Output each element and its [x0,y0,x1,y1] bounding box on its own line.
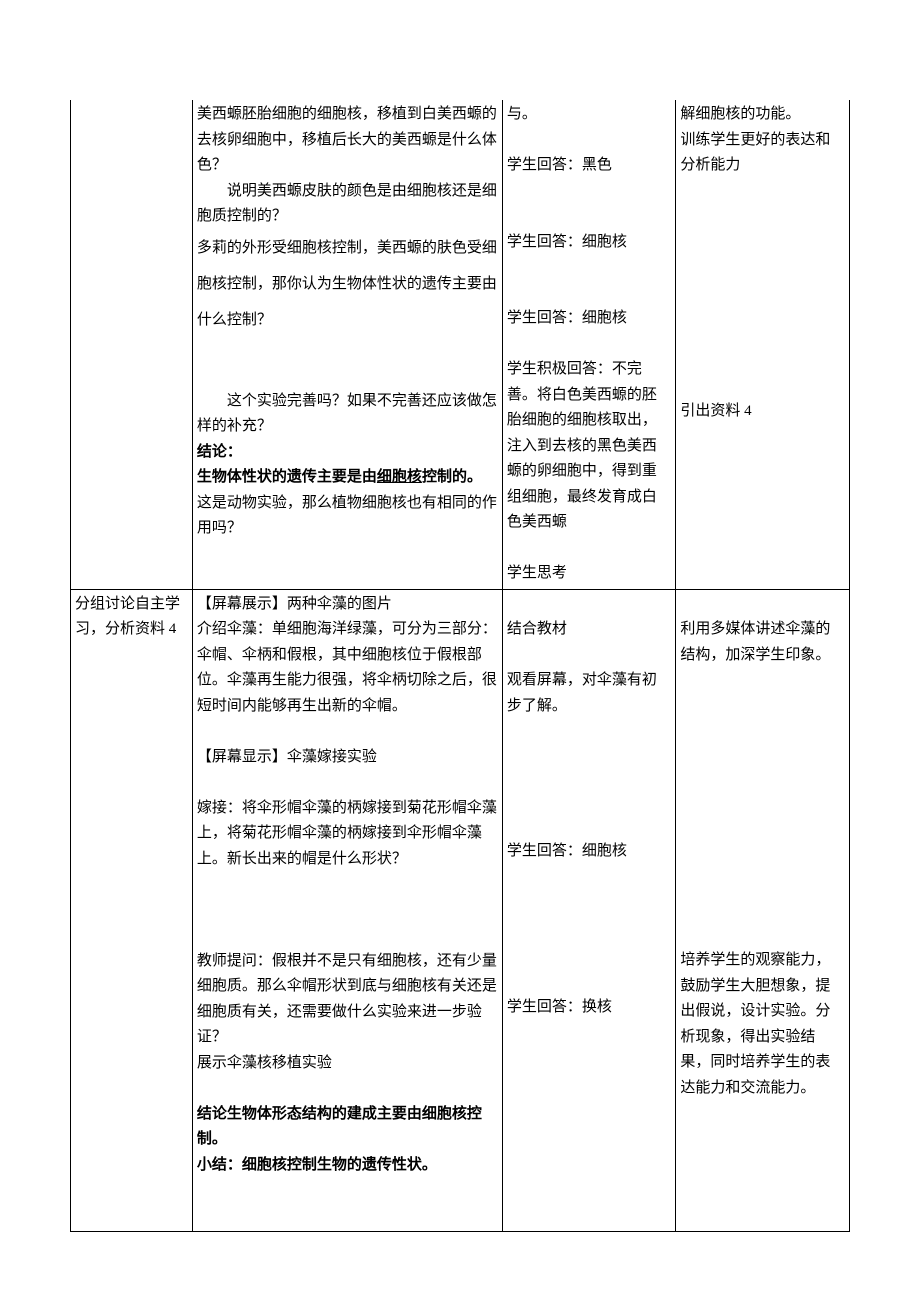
text: 介绍伞藻：单细胞海洋绿藻，可分为三部分：伞帽、伞柄和假根，其中细胞核位于假根部位… [197,617,498,719]
text: 训练学生更好的表达和分析能力 [680,128,845,179]
text: 学生回答：黑色 [507,153,672,179]
text: 这是动物实验，那么植物细胞核也有相同的作用吗？ [197,491,498,542]
text: 结合教材 [507,617,672,643]
text: 说明美西螈皮肤的颜色是由细胞核还是细胞质控制的？ [197,179,498,230]
cell-design-intent: 利用多媒体讲述伞藻的结构，加深学生印象。 培养学生的观察能力，鼓励学生大胆想象，… [676,589,850,1232]
cell-stage [71,100,193,589]
text: 美西螈胚胎细胞的细胞核，移植到白美西螈的去核卵细胞中，移植后长大的美西螈是什么体… [197,106,497,173]
document-page: 美西螈胚胎细胞的细胞核，移植到白美西螈的去核卵细胞中，移植后长大的美西螈是什么体… [0,0,920,1292]
text: 培养学生的观察能力，鼓励学生大胆想象，提出假说，设计实验。分析现象，得出实验结果… [680,948,845,1101]
text: 多莉的外形受细胞核控制，美西螈的肤色受细胞核控制，那你认为生物体性状的遗传主要由… [197,240,497,328]
text: 引出资料 4 [680,399,845,425]
text: 学生回答：换核 [507,995,672,1021]
text: 学生回答：细胞核 [507,839,672,865]
text: 观看屏幕，对伞藻有初步了解。 [507,668,672,719]
text: 利用多媒体讲述伞藻的结构，加深学生印象。 [680,617,845,668]
cell-student-activity: 结合教材 观看屏幕，对伞藻有初步了解。 学生回答：细胞核 学生回答：换核 [502,589,676,1232]
summary-text: 小结：细胞核控制生物的遗传性状。 [197,1153,498,1179]
cell-teacher-activity: 【屏幕展示】两种伞藻的图片 介绍伞藻：单细胞海洋绿藻，可分为三部分：伞帽、伞柄和… [192,589,502,1232]
cell-stage: 分组讨论自主学习，分析资料 4 [71,589,193,1232]
text: 展示伞藻核移植实验 [197,1051,498,1077]
text: 学生思考 [507,561,672,587]
conclusion-text: 生物体性状的遗传主要是由细胞核控制的。 [197,465,498,491]
text: 解细胞核的功能。 [680,102,845,128]
text: 教师提问：假根并不是只有细胞核，还有少量细胞质。那么伞帽形状到底与细胞核有关还是… [197,949,498,1051]
conclusion-label: 结论： [197,440,498,466]
text: 学生积极回答：不完善。将白色美西螈的胚胎细胞的细胞核取出，注入到去核的黑色美西螈… [507,357,672,536]
text: 【屏幕展示】两种伞藻的图片 [197,592,498,618]
lesson-plan-table: 美西螈胚胎细胞的细胞核，移植到白美西螈的去核卵细胞中，移植后长大的美西螈是什么体… [70,100,850,1232]
cell-teacher-activity: 美西螈胚胎细胞的细胞核，移植到白美西螈的去核卵细胞中，移植后长大的美西螈是什么体… [192,100,502,589]
cell-design-intent: 解细胞核的功能。 训练学生更好的表达和分析能力 引出资料 4 [676,100,850,589]
cell-student-activity: 与。 学生回答：黑色 学生回答：细胞核 学生回答：细胞核 学生积极回答：不完善。… [502,100,676,589]
conclusion-text: 结论生物体形态结构的建成主要由细胞核控制。 [197,1102,498,1153]
text: 学生回答：细胞核 [507,230,672,256]
table-row: 分组讨论自主学习，分析资料 4 【屏幕展示】两种伞藻的图片 介绍伞藻：单细胞海洋… [71,589,850,1232]
text: 学生回答：细胞核 [507,306,672,332]
table-row: 美西螈胚胎细胞的细胞核，移植到白美西螈的去核卵细胞中，移植后长大的美西螈是什么体… [71,100,850,589]
text: 【屏幕显示】伞藻嫁接实验 [197,745,498,771]
text: 与。 [507,102,672,128]
text: 嫁接：将伞形帽伞藻的柄嫁接到菊花形帽伞藻上，将菊花形帽伞藻的柄嫁接到伞形帽伞藻上… [197,796,498,873]
text: 这个实验完善吗？如果不完善还应该做怎样的补充？ [197,389,498,440]
